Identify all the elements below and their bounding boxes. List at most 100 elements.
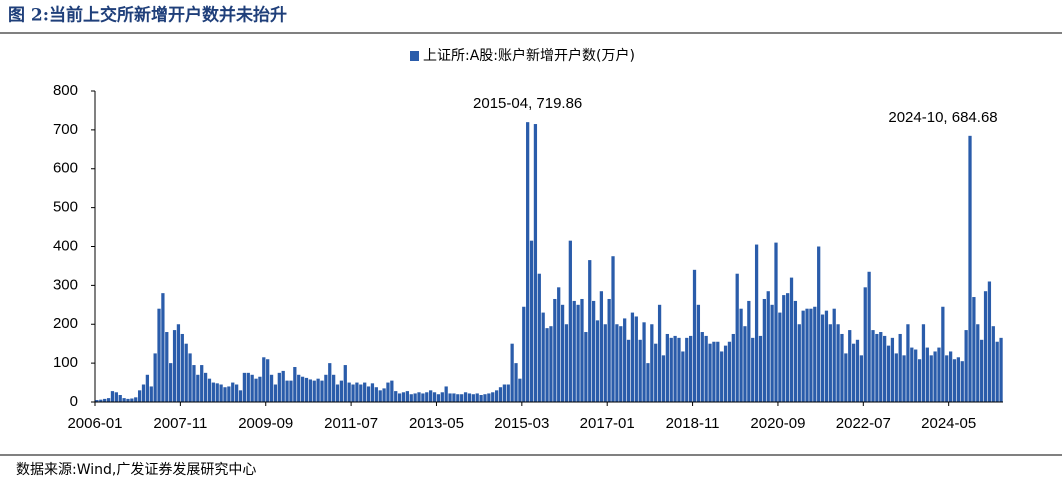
bar	[867, 271, 871, 402]
bar	[813, 306, 817, 402]
bar	[820, 314, 825, 402]
bar	[619, 326, 623, 402]
bar	[797, 324, 801, 402]
bar	[956, 357, 961, 402]
bar	[560, 304, 565, 402]
bar	[642, 322, 646, 402]
bar	[762, 298, 766, 402]
bar	[751, 337, 755, 402]
bar	[677, 337, 681, 402]
bar	[991, 326, 995, 402]
y-tick-label: 600	[53, 160, 78, 177]
bar	[925, 347, 929, 402]
bar	[727, 341, 732, 402]
bar	[743, 326, 747, 402]
bar	[960, 361, 964, 402]
bar	[914, 349, 918, 402]
bar	[176, 324, 181, 402]
bar	[848, 330, 852, 402]
bar	[510, 343, 514, 402]
bar	[95, 400, 99, 402]
bar	[134, 397, 138, 402]
bar	[754, 244, 759, 402]
bar	[363, 382, 367, 402]
bar	[153, 353, 157, 402]
bar	[747, 300, 751, 402]
annotation: 2015-04, 719.86	[473, 95, 582, 112]
bar	[118, 395, 122, 402]
bar	[417, 392, 421, 402]
bar	[200, 365, 204, 402]
bar	[463, 392, 468, 402]
bar	[514, 363, 518, 402]
bar	[390, 380, 394, 402]
bar	[242, 372, 247, 402]
bar	[657, 304, 662, 402]
bar	[421, 393, 425, 402]
bar	[661, 355, 666, 402]
bar	[968, 135, 972, 403]
bar	[809, 308, 813, 402]
x-tick-label: 2018-11	[666, 415, 720, 432]
bar	[723, 345, 728, 402]
x-tick-label: 2011-07	[324, 415, 378, 432]
bar	[246, 372, 250, 402]
bar	[906, 324, 910, 402]
bar	[289, 380, 293, 402]
bar	[650, 324, 654, 402]
bar	[343, 365, 347, 402]
bar	[692, 269, 697, 402]
bar	[758, 335, 763, 402]
bar	[603, 324, 607, 402]
bar	[281, 370, 285, 402]
bar	[215, 383, 219, 402]
y-tick-label: 300	[53, 276, 78, 293]
bar	[817, 246, 821, 402]
bar	[378, 390, 382, 402]
bar	[285, 380, 289, 402]
bar	[409, 394, 413, 402]
bar	[235, 384, 239, 402]
bar	[223, 387, 227, 402]
bar	[894, 353, 898, 402]
bar	[103, 398, 107, 402]
bar	[568, 240, 572, 402]
bar	[615, 324, 619, 402]
bar	[161, 293, 165, 402]
x-tick-label: 2013-05	[409, 415, 464, 432]
bar	[502, 384, 507, 402]
y-tick-label: 800	[53, 82, 78, 99]
bar	[945, 355, 949, 402]
bar	[370, 383, 375, 402]
bar	[172, 330, 177, 402]
bar	[169, 363, 173, 402]
bar	[980, 339, 984, 402]
bar	[983, 291, 988, 402]
bar	[394, 391, 398, 402]
bar	[149, 386, 153, 402]
bar	[99, 399, 103, 402]
bar	[716, 341, 720, 402]
bar	[599, 291, 604, 402]
bar	[137, 390, 142, 402]
source: 数据来源:Wind,广发证券发展研究中心	[16, 462, 256, 478]
bar	[844, 353, 848, 402]
bar	[231, 382, 235, 402]
bar	[836, 324, 840, 402]
bar	[626, 339, 631, 402]
bar	[320, 380, 324, 402]
bar	[506, 384, 510, 402]
bar	[735, 273, 739, 402]
bar	[801, 310, 805, 402]
bar	[366, 386, 371, 402]
bar	[883, 335, 887, 402]
bar	[444, 386, 448, 402]
bar	[859, 355, 863, 402]
bar	[184, 343, 188, 402]
bar	[211, 382, 215, 402]
bar	[902, 355, 906, 402]
bar	[436, 394, 441, 402]
bar	[584, 332, 588, 402]
bar	[425, 392, 429, 402]
